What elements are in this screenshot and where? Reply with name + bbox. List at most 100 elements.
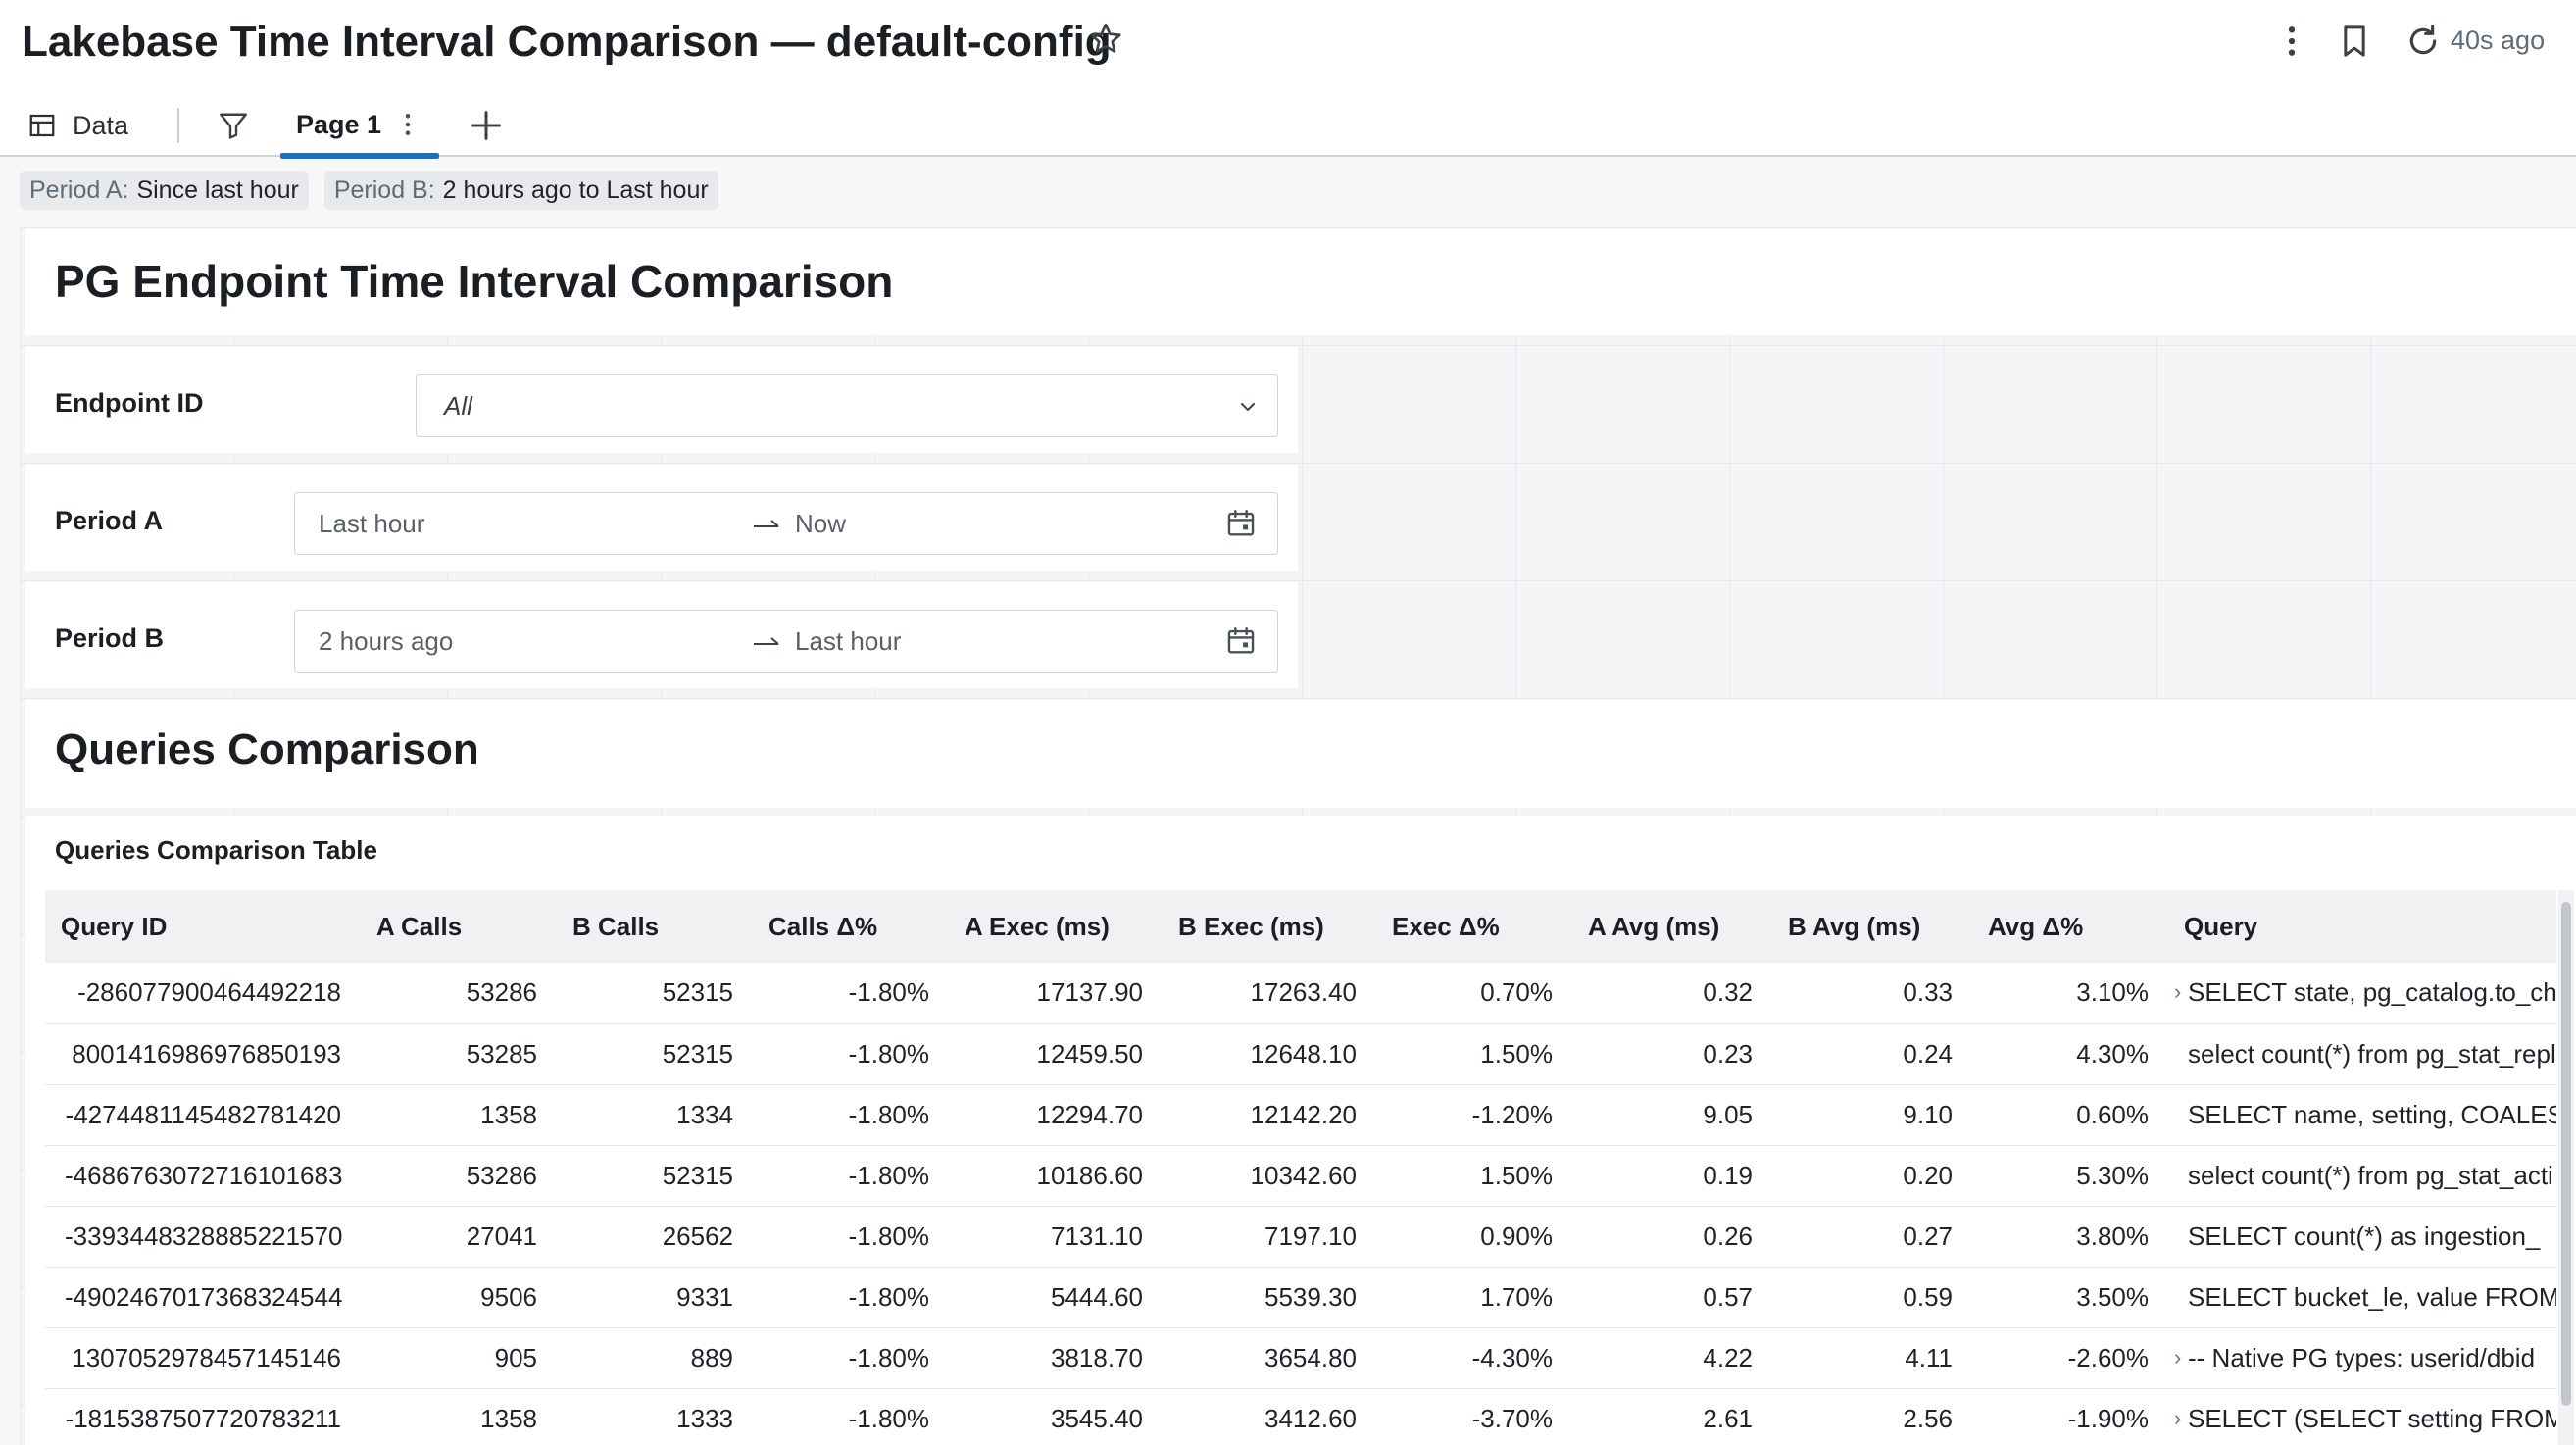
numeric-cell: 52315 xyxy=(557,1145,753,1207)
dashboard-header: Lakebase Time Interval Comparison — defa… xyxy=(0,0,2576,159)
period-a-filter-widget: Period A Last hour Now xyxy=(25,465,1298,571)
numeric-cell: 53286 xyxy=(361,1145,557,1207)
numeric-cell: 0.23 xyxy=(1572,1023,1772,1085)
endpoint-id-select[interactable]: All xyxy=(416,374,1278,437)
query-text-cell: › -- Native PG types: userid/dbid xyxy=(2168,1327,2556,1389)
endpoint-title-widget: PG Endpoint Time Interval Comparison xyxy=(25,229,2576,335)
chevron-right-icon[interactable]: › xyxy=(2174,1344,2182,1370)
refresh-icon[interactable] xyxy=(2403,20,2443,63)
numeric-cell: 3.10% xyxy=(1972,963,2168,1024)
period-a-range-picker[interactable]: Last hour Now xyxy=(294,492,1278,555)
query-text: SELECT bucket_le, value FROM xyxy=(2188,1281,2556,1312)
query-id-cell: -286077900464492218 xyxy=(45,963,361,1024)
numeric-cell: 0.60% xyxy=(1972,1084,2168,1146)
arrow-right-icon xyxy=(754,637,779,645)
chip-key: Period A: xyxy=(29,175,129,204)
numeric-cell: 9506 xyxy=(361,1267,557,1328)
numeric-cell: 9331 xyxy=(557,1267,753,1328)
column-header[interactable]: Avg Δ% xyxy=(1988,911,2084,941)
numeric-cell: -3.70% xyxy=(1376,1388,1572,1445)
queries-section-title: Queries Comparison xyxy=(55,725,479,773)
query-text: -- Native PG types: userid/dbid xyxy=(2188,1342,2536,1372)
numeric-cell: 4.30% xyxy=(1972,1023,2168,1085)
column-header[interactable]: B Avg (ms) xyxy=(1788,911,1921,941)
arrow-right-icon xyxy=(754,520,779,527)
numeric-cell: 0.24 xyxy=(1772,1023,1972,1085)
tab-divider xyxy=(177,108,179,143)
numeric-cell: 12142.20 xyxy=(1163,1084,1376,1146)
scrollbar-thumb[interactable] xyxy=(2561,902,2571,1406)
table-row[interactable]: -4274481145482781420 1358 1334 -1.80% 12294.… xyxy=(45,1084,2556,1146)
numeric-cell: 7197.10 xyxy=(1163,1206,1376,1268)
query-text-cell: SELECT count(*) as ingestion_ xyxy=(2168,1206,2556,1268)
more-options-icon[interactable] xyxy=(2272,20,2311,63)
column-header[interactable]: Query ID xyxy=(61,911,168,941)
numeric-cell: 9.10 xyxy=(1772,1084,1972,1146)
chip-value: Since last hour xyxy=(136,175,299,204)
column-header[interactable]: Calls Δ% xyxy=(768,911,878,941)
period-b-chip[interactable]: Period B: 2 hours ago to Last hour xyxy=(323,171,718,210)
table-row[interactable]: -1815387507720783211 1358 1333 -1.80% 3545.4… xyxy=(45,1388,2556,1445)
chip-key: Period B: xyxy=(333,175,435,204)
chevron-right-icon[interactable]: › xyxy=(2174,1405,2182,1430)
vertical-scrollbar[interactable] xyxy=(2558,890,2574,1445)
query-id-cell: -4902467017368324544 xyxy=(45,1267,361,1328)
query-text: SELECT state, pg_catalog.to_char xyxy=(2188,977,2556,1008)
star-icon[interactable] xyxy=(1086,20,1125,59)
column-header[interactable]: Exec Δ% xyxy=(1392,911,1500,941)
calendar-icon[interactable] xyxy=(1224,507,1258,540)
table-body: -286077900464492218 53286 52315 -1.80% 17137… xyxy=(45,963,2556,1445)
query-text: SELECT count(*) as ingestion_ xyxy=(2188,1221,2541,1251)
table-row[interactable]: -3393448328885221570 27041 26562 -1.80% 7131… xyxy=(45,1206,2556,1268)
table-scroll-area[interactable]: Query ID A Calls B Calls Calls Δ% A Exec (ms… xyxy=(45,890,2556,1445)
page-options-icon[interactable] xyxy=(398,110,418,139)
chevron-right-icon[interactable]: › xyxy=(2174,979,2182,1005)
query-id-cell: -4274481145482781420 xyxy=(45,1084,361,1146)
queries-table-widget: Queries Comparison Table Query ID A Calls… xyxy=(25,816,2576,1445)
table-row[interactable]: 1307052978457145146 905 889 -1.80% 3818.70 36… xyxy=(45,1327,2556,1389)
numeric-cell: 3.50% xyxy=(1972,1267,2168,1328)
numeric-cell: 0.90% xyxy=(1376,1206,1572,1268)
numeric-cell: -1.80% xyxy=(753,1267,949,1328)
numeric-cell: 26562 xyxy=(557,1206,753,1268)
column-header[interactable]: B Exec (ms) xyxy=(1178,911,1324,941)
calendar-icon[interactable] xyxy=(1224,624,1258,658)
table-title: Queries Comparison Table xyxy=(55,835,377,865)
bookmark-icon[interactable] xyxy=(2335,20,2374,63)
table-row[interactable]: 8001416986976850193 53285 52315 -1.80% 12459… xyxy=(45,1023,2556,1085)
active-tab-indicator xyxy=(280,153,439,159)
query-id-cell: -1815387507720783211 xyxy=(45,1388,361,1445)
table-row[interactable]: -4902467017368324544 9506 9331 -1.80% 5444.6… xyxy=(45,1267,2556,1328)
tab-data[interactable]: Data xyxy=(27,106,128,145)
numeric-cell: -1.80% xyxy=(753,1023,949,1085)
numeric-cell: 3545.40 xyxy=(949,1388,1163,1445)
column-header[interactable]: B Calls xyxy=(572,911,660,941)
numeric-cell: 5444.60 xyxy=(949,1267,1163,1328)
numeric-cell: 17263.40 xyxy=(1163,963,1376,1024)
numeric-cell: 3654.80 xyxy=(1163,1327,1376,1389)
column-header[interactable]: Query xyxy=(2184,911,2258,941)
numeric-cell: 905 xyxy=(361,1327,557,1389)
query-text: SELECT (SELECT setting FROM xyxy=(2188,1403,2556,1433)
tab-data-label: Data xyxy=(73,110,129,140)
period-b-to: Last hour xyxy=(795,626,902,656)
column-header[interactable]: A Avg (ms) xyxy=(1588,911,1720,941)
table-row[interactable]: -4686763072716101683 53286 52315 -1.80% 1018… xyxy=(45,1145,2556,1207)
numeric-cell: -1.20% xyxy=(1376,1084,1572,1146)
query-id-cell: -3393448328885221570 xyxy=(45,1206,361,1268)
tab-page-1[interactable]: Page 1 xyxy=(280,96,439,159)
table-row[interactable]: -286077900464492218 53286 52315 -1.80% 17137… xyxy=(45,963,2556,1024)
query-id-cell: -4686763072716101683 xyxy=(45,1145,361,1207)
column-header[interactable]: A Exec (ms) xyxy=(965,911,1110,941)
numeric-cell: 2.56 xyxy=(1772,1388,1972,1445)
column-header[interactable]: A Calls xyxy=(376,911,463,941)
query-text: SELECT name, setting, COALESCE xyxy=(2188,1099,2556,1129)
period-a-chip[interactable]: Period A: Since last hour xyxy=(20,171,309,210)
numeric-cell: 5.30% xyxy=(1972,1145,2168,1207)
period-a-to: Now xyxy=(795,509,847,538)
numeric-cell: 53286 xyxy=(361,963,557,1024)
numeric-cell: 1358 xyxy=(361,1388,557,1445)
filter-icon[interactable] xyxy=(216,108,251,143)
period-b-range-picker[interactable]: 2 hours ago Last hour xyxy=(294,610,1278,673)
add-page-icon[interactable] xyxy=(467,106,506,145)
